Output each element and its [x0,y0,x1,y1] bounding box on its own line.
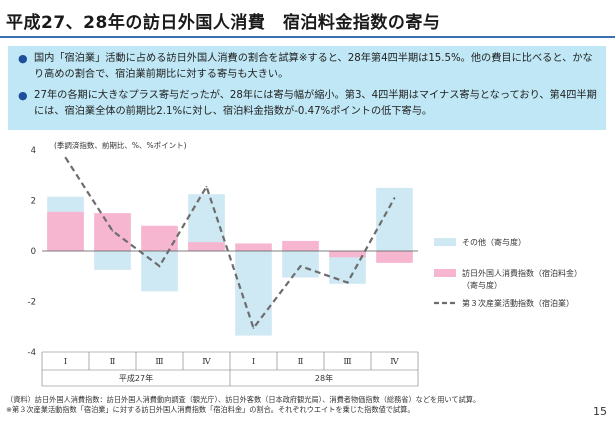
footnote: （資料）訪日外国人消費指数：訪日外国人消費動向調査（観光庁）、訪日外客数（日本政… [6,395,480,415]
legend-swatch [434,269,456,277]
x-tick-label: Ⅲ [343,357,351,367]
title-underline [0,36,615,38]
x-tick-label: Ⅱ [298,357,304,367]
bar [235,243,272,251]
bar [282,251,319,278]
legend-swatch [434,238,456,246]
bar [376,251,413,263]
x-tick-label: Ⅱ [110,357,116,367]
line-point [252,327,255,329]
bullet-dot-icon: ● [18,89,28,102]
footnote-source: （資料）訪日外国人消費指数：訪日外国人消費動向調査（観光庁）、訪日外客数（日本政… [6,395,481,404]
unit-label: (季調済指数、前期比、%、%ポイント) [54,140,187,150]
page-number: 15 [593,405,607,418]
bar [329,251,366,258]
bar [47,211,84,251]
line-point [299,265,302,267]
x-tick-label: Ⅰ [64,357,67,367]
bar [188,242,225,251]
y-tick-label: 4 [31,146,36,156]
bar [94,213,131,251]
year-group-label: 平成27年 [119,373,153,383]
line-point [158,265,161,267]
y-tick-label: -2 [28,298,36,308]
y-tick-label: -4 [28,348,36,358]
year-group-label: 28年 [315,373,333,383]
bar [188,194,225,251]
x-tick-label: Ⅲ [155,357,163,367]
contribution-chart: (季調済指数、前期比、%、%ポイント) -4 -2 0 2 4 Ⅰ Ⅱ Ⅲ Ⅳ Ⅰ Ⅱ Ⅲ Ⅳ 平成27年 2… [28,140,582,387]
x-tick-label: Ⅳ [202,357,211,367]
legend-label: その他（寄与度） [462,237,526,247]
x-tick-label: Ⅳ [390,357,399,367]
legend-label: 第３次産業活動指数（宿泊業） [462,298,574,308]
legend-label: （寄与度） [462,280,502,290]
bar [141,225,178,251]
line-point [393,197,396,199]
line-point [205,185,208,188]
bar [235,251,272,336]
summary-bullet-text: 国内「宿泊業」活動に占める訪日外国人消費の割合を試算※すると、28年第4四半期は… [34,53,593,80]
line-point [64,156,67,159]
footnote-method: ※第３次産業活動指数「宿泊業」に対する訪日外国人消費指数「宿泊料金」の割合。それ… [6,405,415,414]
bar [282,240,319,251]
line-series-activity-index [64,156,396,331]
line-point [111,230,114,232]
summary-bullet: ● 国内「宿泊業」活動に占める訪日外国人消費の割合を試算※すると、28年第4四半… [18,51,598,83]
y-tick-label: 0 [31,247,36,257]
bullet-dot-icon: ● [18,52,28,65]
summary-bullet: ● 27年の各期に大きなプラス寄与だったが、28年には寄与幅が縮小。第3、4四半… [18,88,598,120]
summary-box: ● 国内「宿泊業」活動に占める訪日外国人消費の割合を試算※すると、28年第4四半… [8,46,606,130]
page-title: 平成27、28年の訪日外国人消費 宿泊料金指数の寄与 [6,13,441,33]
x-tick-label: Ⅰ [252,357,255,367]
summary-bullet-text: 27年の各期に大きなプラス寄与だったが、28年には寄与幅が縮小。第3、4四半期は… [34,90,597,117]
y-tick-label: 2 [31,197,36,207]
legend-label: 訪日外国人消費指数（宿泊料金） [462,268,582,278]
line-point [346,281,349,284]
bar [94,251,131,270]
